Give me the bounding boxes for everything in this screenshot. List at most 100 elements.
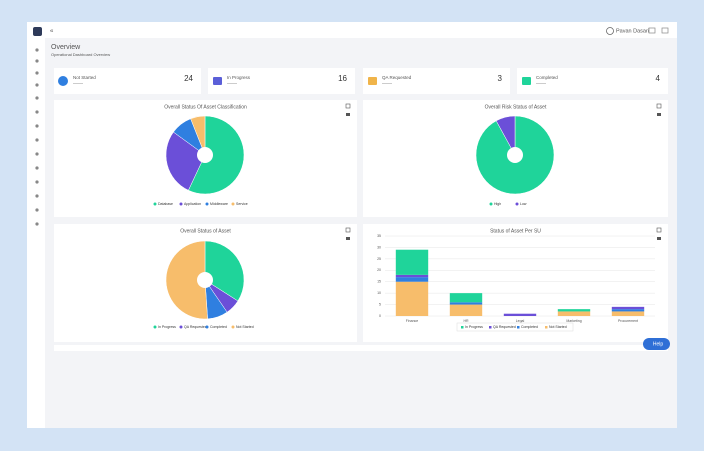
legend-swatch [515,202,519,206]
bar-segment [395,274,429,278]
bar-segment [557,311,591,316]
card-label: Not Started [73,75,96,80]
legend-label: Completed [521,325,538,329]
x-tick-label: Marketing [566,319,581,323]
legend-swatch [153,325,157,329]
y-tick-label: 15 [377,280,381,284]
legend-label: Completed [210,325,227,329]
nav-icon[interactable] [35,96,39,100]
y-tick-label: 10 [377,291,381,295]
stat-card [517,68,668,94]
legend-label: Low [520,202,527,206]
donut-hole [507,147,523,163]
legend-label: Database [158,202,173,206]
bar-segment [449,302,483,305]
nav-icon[interactable] [35,48,39,52]
legend-label: Service [236,202,248,206]
nav-icon[interactable] [35,180,39,184]
pie-slice [165,131,206,191]
card-underline [536,83,546,84]
chart-title: Overall Status of Asset [180,228,231,234]
collapse-icon[interactable]: « [50,29,54,35]
card-value: 24 [184,74,193,83]
help-button[interactable] [643,338,670,350]
legend-label: High [494,202,501,206]
card-icon [368,77,377,85]
help-label[interactable]: Help [653,341,664,347]
menu-icon[interactable] [346,237,350,240]
cards: Not Started 24 In Progress 16 QA Requested 3 C… [54,68,668,94]
nav-icon[interactable] [35,59,39,63]
menu-icon[interactable] [346,113,350,116]
donut-hole [197,272,213,288]
top-bar: « Pavan Dasari [50,27,669,35]
card-underline [73,83,83,84]
nav-icon[interactable] [35,194,39,198]
chart-title: Status of Asset Per SU [490,228,541,234]
legend-swatch [179,202,183,206]
chart-title: Overall Status Of Asset Classification [164,104,247,110]
pie-slice [165,240,208,320]
edit-icon[interactable] [656,227,662,233]
edit-icon[interactable] [345,103,351,109]
legend-swatch [461,326,464,329]
nav-icon[interactable] [35,138,39,142]
nav-icon[interactable] [35,166,39,170]
nav-icon[interactable] [35,222,39,226]
legend-label: QA Requested [493,325,516,329]
panel-edge [54,345,668,351]
nav-icon[interactable] [35,110,39,114]
card-label: Completed [536,75,558,80]
bar-segment [557,309,591,312]
mail-icon[interactable] [661,27,669,34]
sidebar [33,27,42,226]
legend-label: QA Requested [184,325,207,329]
x-tick-label: Legal [516,319,525,323]
nav-icon[interactable] [35,71,39,75]
y-tick-label: 0 [379,314,381,318]
stat-card [54,68,201,94]
nav-icon[interactable] [35,152,39,156]
avatar[interactable] [606,27,614,35]
legend-swatch [489,326,492,329]
pie-slice [495,115,516,156]
charts: Overall Status Of Asset Classification Da… [54,100,668,342]
edit-icon[interactable] [345,227,351,233]
menu-icon[interactable] [657,237,661,240]
legend-swatch [545,326,548,329]
bar-segment [449,304,483,316]
legend-swatch [179,325,183,329]
pie-slice [190,115,206,156]
nav-icon[interactable] [35,124,39,128]
bar-segment [395,281,429,316]
card-icon [58,76,68,86]
bar-segment [611,306,645,310]
bar-segment [395,277,429,282]
chart-title: Overall Risk Status of Asset [485,104,547,110]
legend-label: Not Started [236,325,254,329]
bar-segment [503,313,537,316]
bar-segment [395,249,429,275]
stat-card [363,68,510,94]
page-title: Overview [51,44,81,51]
card-value: 3 [498,74,503,83]
x-tick-label: Procurement [618,319,638,323]
y-tick-label: 5 [379,302,381,306]
nav-icon[interactable] [35,208,39,212]
notes-icon[interactable] [648,27,656,34]
legend-label: In Progress [158,325,176,329]
legend-label: Application [184,202,201,206]
user-name[interactable]: Pavan Dasari [616,28,649,34]
bar-segment [449,293,483,303]
menu-icon[interactable] [657,113,661,116]
legend-label: In Progress [465,325,483,329]
card-label: In Progress [227,75,251,80]
card-icon [213,77,222,85]
edit-icon[interactable] [656,103,662,109]
y-tick-label: 35 [377,234,381,238]
nav-icon[interactable] [35,83,39,87]
legend-box [456,322,574,332]
card-underline [227,83,237,84]
legend-swatch [489,202,493,206]
